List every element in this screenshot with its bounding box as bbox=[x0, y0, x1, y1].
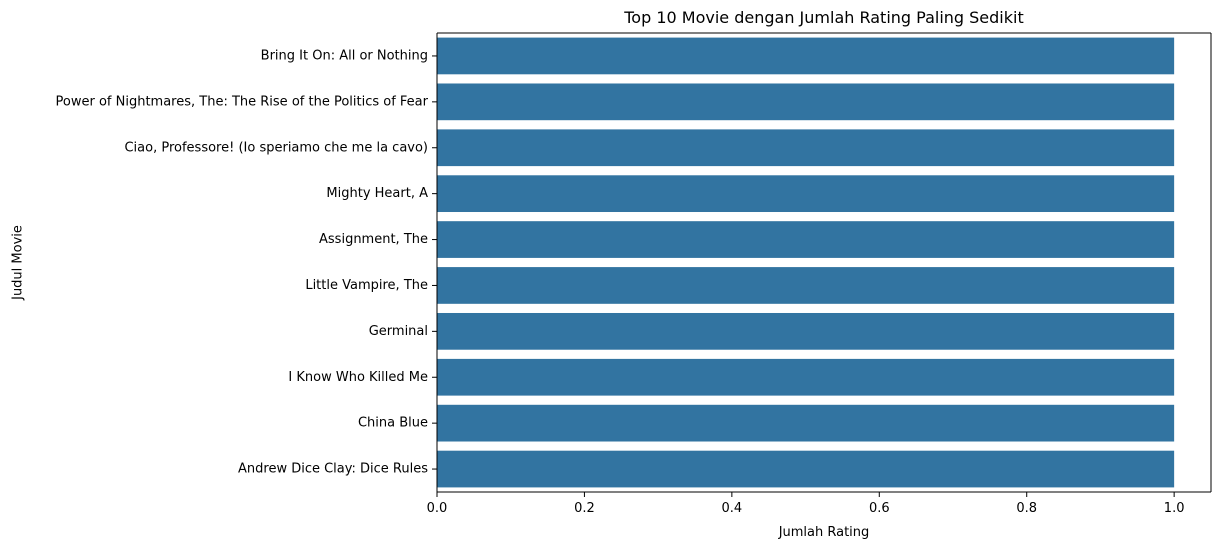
y-ticks: Bring It On: All or Nothing Power of Nigh… bbox=[56, 48, 437, 477]
x-ticks: 0.0 0.2 0.4 0.6 0.8 1.0 bbox=[427, 492, 1185, 516]
x-tick-label: 1.0 bbox=[1164, 501, 1185, 516]
chart-title: Top 10 Movie dengan Jumlah Rating Paling… bbox=[623, 8, 1023, 27]
bar bbox=[437, 83, 1175, 121]
x-tick-label: 0.8 bbox=[1016, 501, 1037, 516]
y-tick-label: Mighty Heart, A bbox=[326, 186, 428, 201]
y-tick-label: Andrew Dice Clay: Dice Rules bbox=[238, 462, 428, 477]
x-axis-label: Jumlah Rating bbox=[778, 525, 870, 540]
y-tick-label: Bring It On: All or Nothing bbox=[261, 48, 428, 63]
x-tick-label: 0.2 bbox=[574, 501, 595, 516]
bar bbox=[437, 450, 1175, 488]
bar bbox=[437, 37, 1175, 75]
bar bbox=[437, 267, 1175, 304]
y-tick-label: Little Vampire, The bbox=[305, 278, 428, 293]
y-tick-label: Ciao, Professore! (Io speriamo che me la… bbox=[124, 140, 428, 155]
y-tick-label: I Know Who Killed Me bbox=[288, 370, 428, 385]
y-tick-label: Assignment, The bbox=[319, 232, 428, 247]
y-tick-label: Germinal bbox=[369, 324, 428, 339]
bar bbox=[437, 221, 1175, 258]
bar bbox=[437, 129, 1175, 167]
y-tick-label: China Blue bbox=[358, 416, 428, 431]
x-tick-label: 0.0 bbox=[427, 501, 448, 516]
bars-group bbox=[437, 37, 1175, 488]
bar bbox=[437, 312, 1175, 350]
bar bbox=[437, 358, 1175, 396]
bar bbox=[437, 404, 1175, 442]
y-axis-label: Judul Movie bbox=[11, 225, 26, 301]
x-tick-label: 0.4 bbox=[722, 501, 743, 516]
x-tick-label: 0.6 bbox=[869, 501, 890, 516]
bar bbox=[437, 175, 1175, 213]
y-tick-label: Power of Nightmares, The: The Rise of th… bbox=[56, 94, 429, 109]
axes-frame bbox=[436, 32, 1212, 493]
